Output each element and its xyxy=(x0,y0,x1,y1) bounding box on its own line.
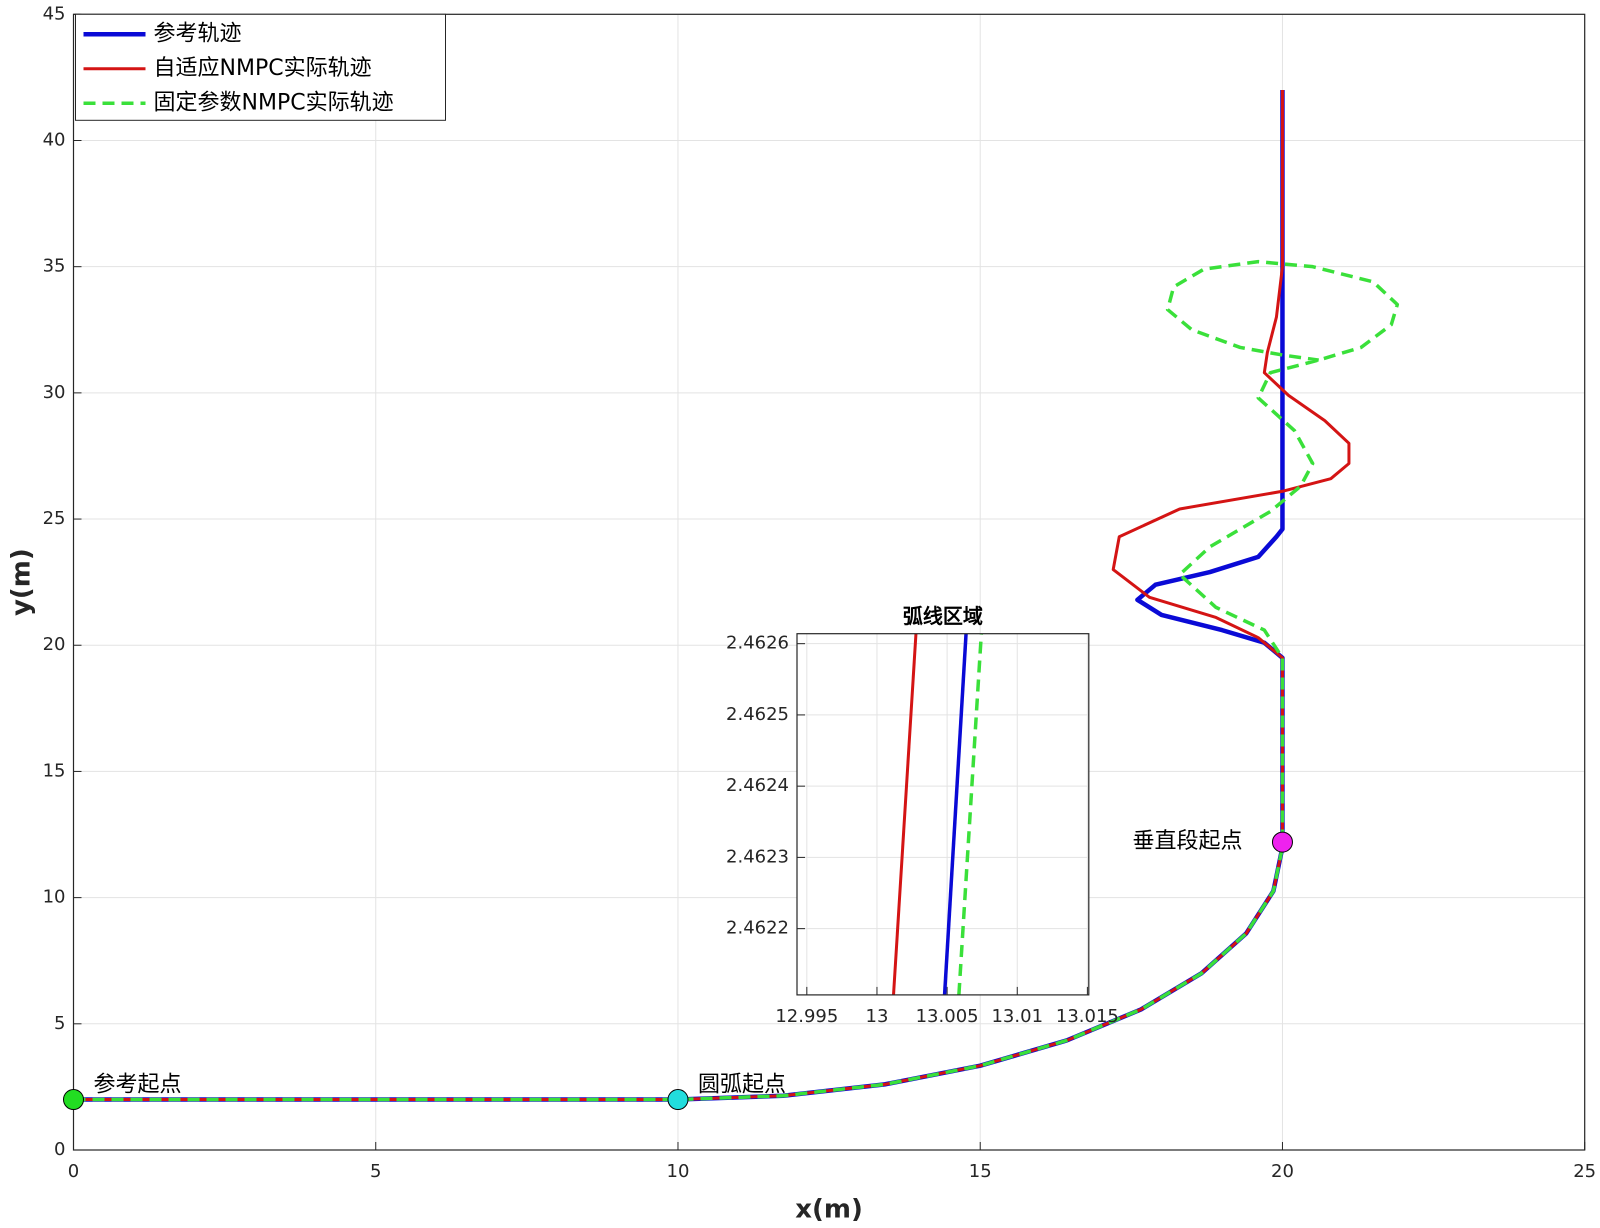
y-axis-label: y(m) xyxy=(7,548,37,616)
legend-label: 参考轨迹 xyxy=(154,21,242,46)
marker xyxy=(667,1089,689,1111)
series-line xyxy=(892,633,918,995)
y-tick-label: 15 xyxy=(43,760,66,781)
x-tick-label: 10 xyxy=(667,1161,690,1182)
legend-label: 自适应NMPC实际轨迹 xyxy=(154,56,372,81)
y-tick-label: 30 xyxy=(43,382,66,403)
x-tick-label: 25 xyxy=(1573,1161,1596,1182)
y-tick-label: 5 xyxy=(54,1013,65,1034)
annotation: 参考起点 xyxy=(94,1073,182,1098)
legend-label: 固定参数NMPC实际轨迹 xyxy=(154,90,394,115)
x-tick-label: 13.01 xyxy=(991,1006,1043,1027)
x-tick-label: 20 xyxy=(1271,1161,1294,1182)
x-tick-label: 5 xyxy=(370,1161,381,1182)
x-tick-label: 13.005 xyxy=(916,1006,979,1027)
series-line xyxy=(73,259,1400,1102)
x-tick-label: 13 xyxy=(866,1006,889,1027)
y-tick-label: 2.4624 xyxy=(726,775,789,796)
y-tick-label: 2.4623 xyxy=(726,846,789,867)
y-tick-label: 40 xyxy=(43,129,66,150)
y-tick-label: 45 xyxy=(43,3,66,24)
x-tick-label: 12.995 xyxy=(775,1006,838,1027)
series-line xyxy=(942,633,968,996)
x-tick-label: 15 xyxy=(969,1161,992,1182)
marker xyxy=(63,1089,84,1111)
series-line xyxy=(957,633,984,996)
x-tick-label: 0 xyxy=(68,1161,79,1182)
x-tick-label: 13.015 xyxy=(1056,1006,1119,1027)
inset-title: 弧线区域 xyxy=(903,604,983,628)
y-tick-label: 2.4625 xyxy=(726,704,789,725)
axes-frame xyxy=(796,633,1090,996)
y-tick-label: 35 xyxy=(43,256,66,277)
axes-frame xyxy=(72,13,1586,1151)
annotation: 垂直段起点 xyxy=(1132,829,1242,854)
annotation: 圆弧起点 xyxy=(698,1073,786,1098)
plot-area xyxy=(797,633,1089,995)
y-tick-label: 2.4622 xyxy=(726,918,789,939)
y-tick-label: 20 xyxy=(43,634,66,655)
y-tick-label: 2.4626 xyxy=(726,633,789,654)
y-tick-label: 25 xyxy=(43,508,66,529)
y-tick-label: 0 xyxy=(54,1139,65,1160)
marker xyxy=(1271,831,1293,853)
x-axis-label: x(m) xyxy=(795,1195,863,1225)
y-tick-label: 10 xyxy=(43,887,66,908)
